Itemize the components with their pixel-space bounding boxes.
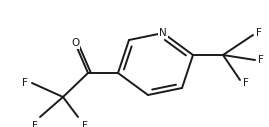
Text: O: O	[71, 38, 79, 48]
Text: F: F	[32, 121, 38, 127]
Text: N: N	[159, 28, 167, 38]
Text: F: F	[243, 78, 249, 88]
Text: F: F	[258, 55, 264, 65]
Text: F: F	[82, 121, 88, 127]
Text: F: F	[256, 28, 262, 38]
Text: F: F	[22, 78, 28, 88]
